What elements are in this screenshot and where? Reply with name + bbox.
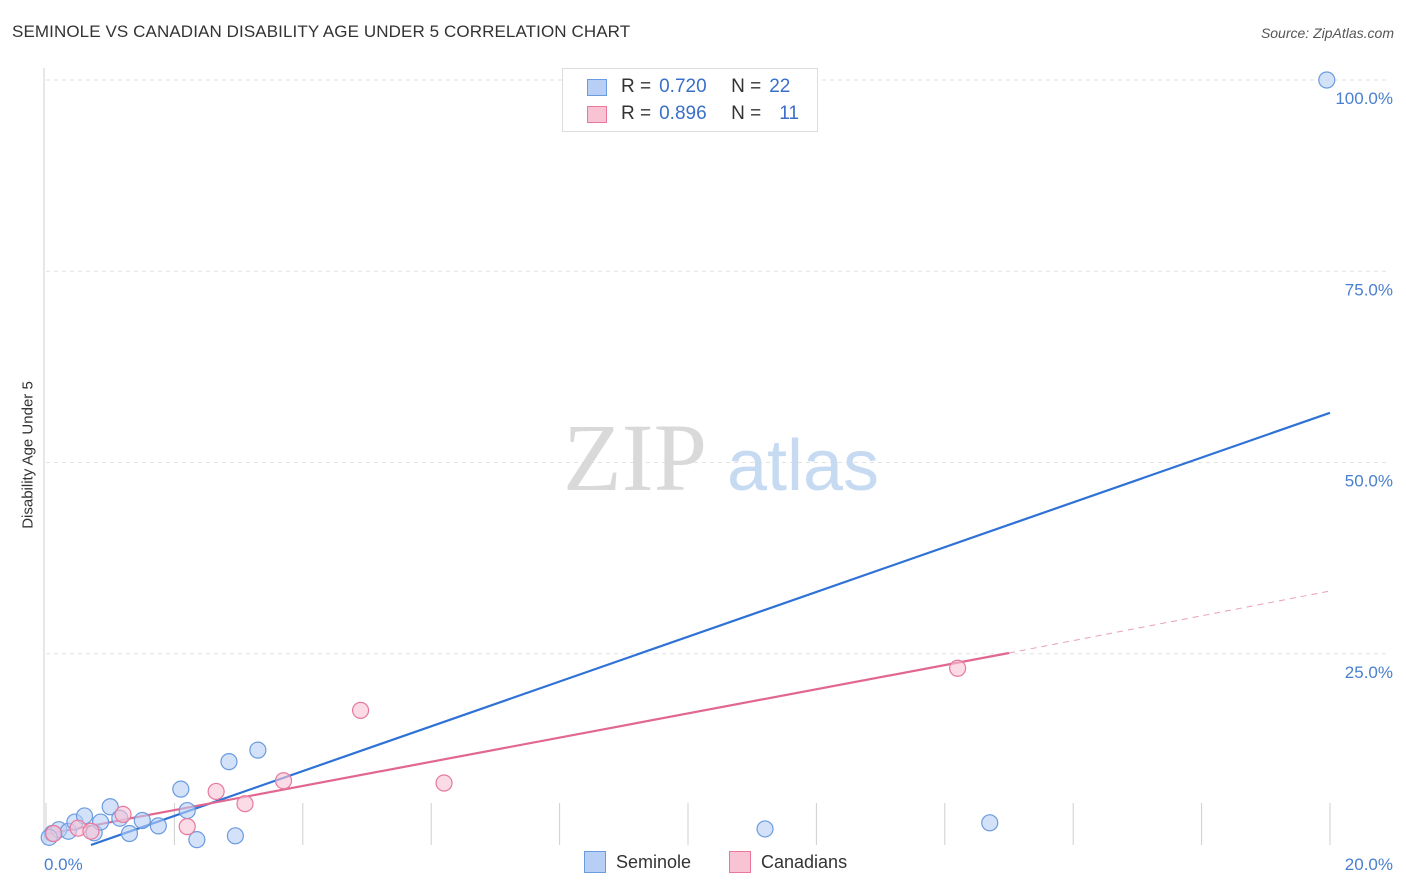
seminole-trend-line (90, 411, 1331, 847)
n-label: N = (731, 76, 762, 97)
seminole-point-17 (249, 741, 267, 759)
r-label: R = (621, 76, 652, 97)
watermark-zip: ZIP (563, 404, 707, 511)
canadians-point-8 (351, 701, 370, 719)
seminole-point-11 (149, 817, 167, 835)
seminole-point-10 (133, 811, 151, 830)
x-tick-label-min: 0.0% (44, 855, 83, 874)
canadians-legend-swatch (729, 851, 751, 873)
legend-item-canadians: Canadians (729, 851, 847, 873)
seminole-point-13 (178, 801, 196, 820)
canadians-trend-line (45, 651, 1010, 836)
y-tick-label-75: 75.0% (1345, 280, 1393, 299)
trend-lines (45, 411, 1331, 847)
legend-item-seminole: Seminole (584, 851, 691, 873)
canadians-point-10 (949, 659, 967, 677)
seminole-point-14 (188, 831, 206, 849)
seminole-point-19 (981, 814, 999, 832)
seminole-legend-label: Seminole (616, 851, 692, 872)
series-legend: Seminole Canadians (0, 851, 1406, 877)
canadians-point-9 (435, 774, 453, 792)
watermark: ZIP atlas (563, 404, 879, 511)
canadians-point-7 (274, 772, 293, 790)
data-points (40, 71, 1336, 849)
seminole-point-16 (226, 827, 244, 845)
tick-labels: 100.0% 75.0% 50.0% 25.0% 0.0% 20.0% (44, 89, 1393, 874)
seminole-point-7 (101, 798, 119, 816)
seminole-point-15 (220, 753, 238, 771)
canadians-legend-label: Canadians (761, 851, 848, 872)
canadians-r-value: 0.896 (659, 103, 707, 124)
y-tick-label-100: 100.0% (1335, 89, 1393, 108)
canadians-trend-extension (1008, 590, 1331, 654)
canadians-point-5 (207, 782, 225, 801)
seminole-point-20 (1318, 71, 1336, 89)
canadians-point-3 (114, 805, 132, 824)
canadians-n-value: 11 (779, 103, 799, 124)
chart-source: Source: ZipAtlas.com (1260, 25, 1394, 41)
canadians-point-2 (82, 822, 100, 840)
legend-row-seminole: R = 0.720 N = 22 (587, 75, 790, 99)
seminole-n-value: 22 (769, 76, 791, 97)
seminole-point-18 (756, 820, 774, 838)
seminole-swatch (587, 78, 607, 96)
seminole-r-value: 0.720 (659, 76, 707, 97)
axes (43, 68, 1331, 845)
watermark-atlas: atlas (727, 426, 879, 506)
canadians-point-0 (45, 824, 63, 843)
canadians-point-6 (236, 795, 254, 813)
r-label: R = (621, 103, 652, 124)
stats-legend: R = 0.720 N = 22 R = 0.896 N = 11 (562, 68, 818, 132)
seminole-point-12 (172, 780, 190, 798)
legend-row-canadians: R = 0.896 N = 11 (587, 102, 799, 126)
y-tick-label-50: 50.0% (1345, 472, 1393, 491)
canadians-swatch (587, 105, 607, 123)
chart-title: SEMINOLE VS CANADIAN DISABILITY AGE UNDE… (12, 22, 631, 41)
x-tick-label-max: 20.0% (1345, 855, 1393, 874)
canadians-point-4 (178, 818, 196, 836)
n-label: N = (731, 103, 762, 124)
seminole-point-9 (120, 824, 139, 843)
seminole-legend-swatch (584, 851, 606, 873)
y-tick-label-25: 25.0% (1345, 663, 1393, 682)
gridlines (46, 79, 1390, 655)
